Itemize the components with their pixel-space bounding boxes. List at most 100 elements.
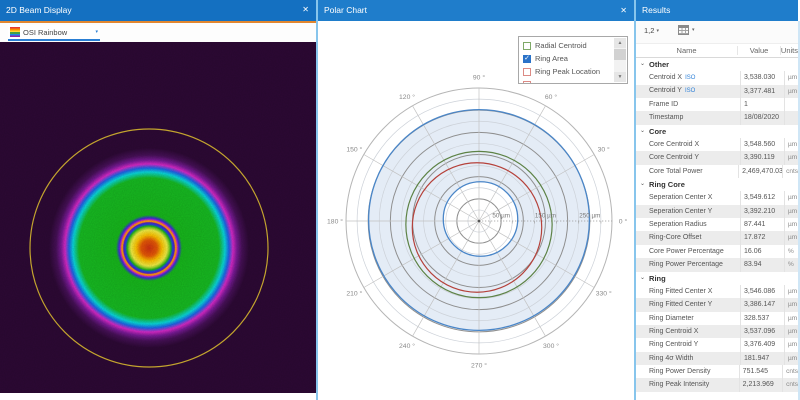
result-units: µm [784,205,798,218]
result-value: 3,546.086 [740,285,784,298]
result-name: Ring Peak Intensity [636,378,739,391]
table-row[interactable]: Ring Diameter328.537µm [636,312,798,325]
table-layout-dropdown[interactable]: ▾ [678,25,695,35]
table-row[interactable]: Core Centroid X3,548.560µm [636,138,798,151]
beam-panel-title: 2D Beam Display [6,5,72,15]
table-row[interactable]: Timestamp18/08/2020 [636,111,798,124]
group-row[interactable]: ⌄Other [636,58,798,71]
beam-noise-overlay [0,42,316,393]
table-row[interactable]: Ring-Core Offset17.872µm [636,231,798,244]
result-units: µm [784,231,798,244]
polar-chart-panel: Polar Chart ✕ 0 °30 °60 °90 °120 °150 °1… [318,0,634,400]
table-row[interactable]: Centroid YISO3,377.481µm [636,85,798,98]
legend-item[interactable]: Ring Peak Location [523,65,611,78]
table-row[interactable]: Ring Peak Intensity2,213.969cnts [636,378,798,391]
result-units: µm [784,298,798,311]
scrollbar-thumb[interactable] [614,49,626,60]
group-row[interactable]: ⌄Ring Core [636,178,798,191]
chevron-down-icon[interactable]: ⌄ [636,178,645,191]
precision-dropdown[interactable]: 1,2 ▾ [644,26,659,35]
result-units: µm [784,338,798,351]
chevron-down-icon[interactable]: ⌄ [636,125,645,138]
precision-value: 1,2 [644,26,654,35]
angle-label: 330 ° [596,289,612,297]
panel-splitter[interactable] [634,0,636,400]
checkbox-checked-icon[interactable]: ✓ [523,55,531,63]
angle-label: 270 ° [471,361,487,369]
close-icon[interactable]: ✕ [302,0,309,20]
legend-item[interactable] [523,78,611,83]
polar-panel-title: Polar Chart [324,5,367,15]
checkbox-icon[interactable] [523,42,531,50]
table-row[interactable]: Ring Power Percentage83.94% [636,258,798,271]
group-name: Ring [649,272,666,285]
legend-list: Radial Centroid ✓Ring AreaRing Peak Locat… [523,39,611,83]
result-value: 2,469,470.03 [738,165,782,178]
result-name: Seperation Center X [636,191,740,204]
scroll-up-icon[interactable]: ▲ [614,38,626,48]
checkbox-icon[interactable] [523,81,531,84]
result-value: 87.441 [740,218,784,231]
result-name: Centroid XISO [636,71,740,85]
table-grid-icon [678,25,689,35]
table-row[interactable]: Centroid XISO3,538.030µm [636,71,798,84]
result-units [784,98,798,111]
table-row[interactable]: Ring Centroid Y3,376.409µm [636,338,798,351]
result-value: 751.545 [739,365,782,378]
legend-item[interactable]: Radial Centroid [523,39,611,52]
legend-scrollbar[interactable]: ▲ ▼ [614,38,626,82]
result-units: µm [784,71,798,84]
result-units: µm [784,85,798,98]
results-table-header: Name Value Units [636,43,798,58]
scroll-down-icon[interactable]: ▼ [614,72,626,82]
angle-label: 150 ° [346,146,362,154]
table-row[interactable]: Seperation Center X3,549.612µm [636,191,798,204]
result-value: 328.537 [740,312,784,325]
result-value: 3,548.560 [740,138,784,151]
angle-label: 210 ° [346,289,362,297]
colormap-selected-label: OSI Rainbow [23,28,67,37]
table-row[interactable]: Ring 4σ Width181.947µm [636,352,798,365]
rainbow-colormap-icon [10,27,20,37]
result-name: Ring Fitted Center Y [636,298,740,311]
result-units: µm [784,325,798,338]
close-icon[interactable]: ✕ [620,0,627,21]
table-row[interactable]: Seperation Radius87.441µm [636,218,798,231]
result-name: Ring-Core Offset [636,231,740,244]
table-row[interactable]: Ring Fitted Center Y3,386.147µm [636,298,798,311]
legend-item[interactable]: ✓Ring Area [523,52,611,65]
table-row[interactable]: Frame ID1 [636,98,798,111]
table-row[interactable]: Core Power Percentage16.06% [636,245,798,258]
table-row[interactable]: Seperation Center Y3,392.210µm [636,205,798,218]
table-row[interactable]: Ring Fitted Center X3,546.086µm [636,285,798,298]
group-row[interactable]: ⌄Core [636,125,798,138]
panel-splitter[interactable] [316,0,318,400]
beam-image[interactable] [0,42,316,393]
column-header-name[interactable]: Name [636,46,737,55]
chevron-down-icon[interactable]: ⌄ [636,58,645,71]
result-value: 181.947 [740,352,784,365]
table-row[interactable]: Core Centroid Y3,390.119µm [636,151,798,164]
column-header-value[interactable]: Value [737,46,780,55]
result-units: µm [784,285,798,298]
result-units: % [784,245,798,258]
result-value: 2,213.969 [739,378,782,391]
result-units: cnts [782,378,798,391]
table-row[interactable]: Ring Centroid X3,537.096µm [636,325,798,338]
table-row[interactable]: Core Total Power2,469,470.03cnts [636,165,798,178]
polar-panel-titlebar: Polar Chart ✕ [318,0,634,21]
angle-label: 30 ° [598,146,610,154]
results-table-body: ⌄OtherCentroid XISO3,538.030µmCentroid Y… [636,58,798,392]
checkbox-icon[interactable] [523,68,531,76]
result-name: Ring Power Percentage [636,258,740,271]
chevron-down-icon[interactable]: ⌄ [636,272,645,285]
result-name: Timestamp [636,111,740,124]
result-units: µm [784,191,798,204]
table-row[interactable]: Ring Power Density751.545cnts [636,365,798,378]
legend-item-label: Radial Centroid [535,41,587,50]
group-row[interactable]: ⌄ Ring [636,272,798,285]
column-header-units[interactable]: Units [780,46,798,55]
results-panel-titlebar: Results [636,0,798,21]
colormap-dropdown[interactable]: OSI Rainbow ▾ [8,25,100,41]
result-value: 16.06 [740,245,784,258]
